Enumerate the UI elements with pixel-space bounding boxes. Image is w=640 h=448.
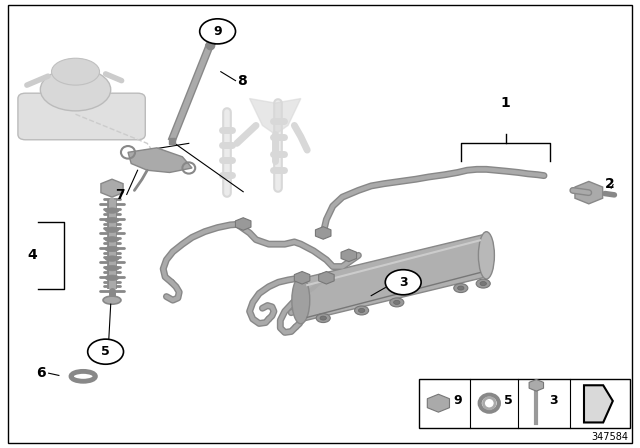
Ellipse shape — [103, 296, 121, 304]
Text: 5: 5 — [504, 394, 513, 408]
Polygon shape — [301, 234, 486, 322]
Ellipse shape — [105, 266, 119, 271]
Ellipse shape — [358, 309, 365, 313]
Text: 2: 2 — [605, 177, 614, 191]
Text: 4: 4 — [28, 248, 37, 263]
Ellipse shape — [390, 298, 404, 307]
Ellipse shape — [394, 301, 400, 305]
FancyBboxPatch shape — [18, 93, 145, 140]
Ellipse shape — [454, 284, 468, 293]
Circle shape — [385, 270, 421, 295]
Circle shape — [88, 339, 124, 364]
Polygon shape — [584, 385, 613, 422]
Ellipse shape — [105, 227, 119, 233]
Ellipse shape — [480, 282, 486, 286]
Text: 9: 9 — [453, 394, 462, 408]
Ellipse shape — [105, 246, 119, 252]
Text: 1: 1 — [500, 96, 511, 110]
Text: 3: 3 — [399, 276, 408, 289]
Text: 6: 6 — [36, 366, 46, 380]
Ellipse shape — [320, 316, 326, 320]
Polygon shape — [250, 99, 301, 134]
Ellipse shape — [40, 68, 111, 111]
Ellipse shape — [105, 275, 119, 280]
Ellipse shape — [105, 237, 119, 242]
Ellipse shape — [458, 286, 464, 290]
Text: 8: 8 — [237, 73, 246, 88]
Ellipse shape — [105, 217, 119, 223]
Text: 3: 3 — [549, 394, 558, 408]
Polygon shape — [128, 148, 192, 172]
Ellipse shape — [355, 306, 369, 315]
Ellipse shape — [105, 208, 119, 213]
Text: 9: 9 — [213, 25, 222, 38]
Ellipse shape — [476, 279, 490, 288]
Ellipse shape — [51, 58, 100, 85]
Text: 5: 5 — [101, 345, 110, 358]
Text: 7: 7 — [115, 188, 125, 202]
Bar — [419, 379, 630, 428]
Circle shape — [200, 19, 236, 44]
Ellipse shape — [479, 232, 495, 279]
Text: 347584: 347584 — [591, 432, 628, 442]
Ellipse shape — [316, 314, 330, 323]
Ellipse shape — [292, 276, 310, 324]
Ellipse shape — [105, 256, 119, 261]
